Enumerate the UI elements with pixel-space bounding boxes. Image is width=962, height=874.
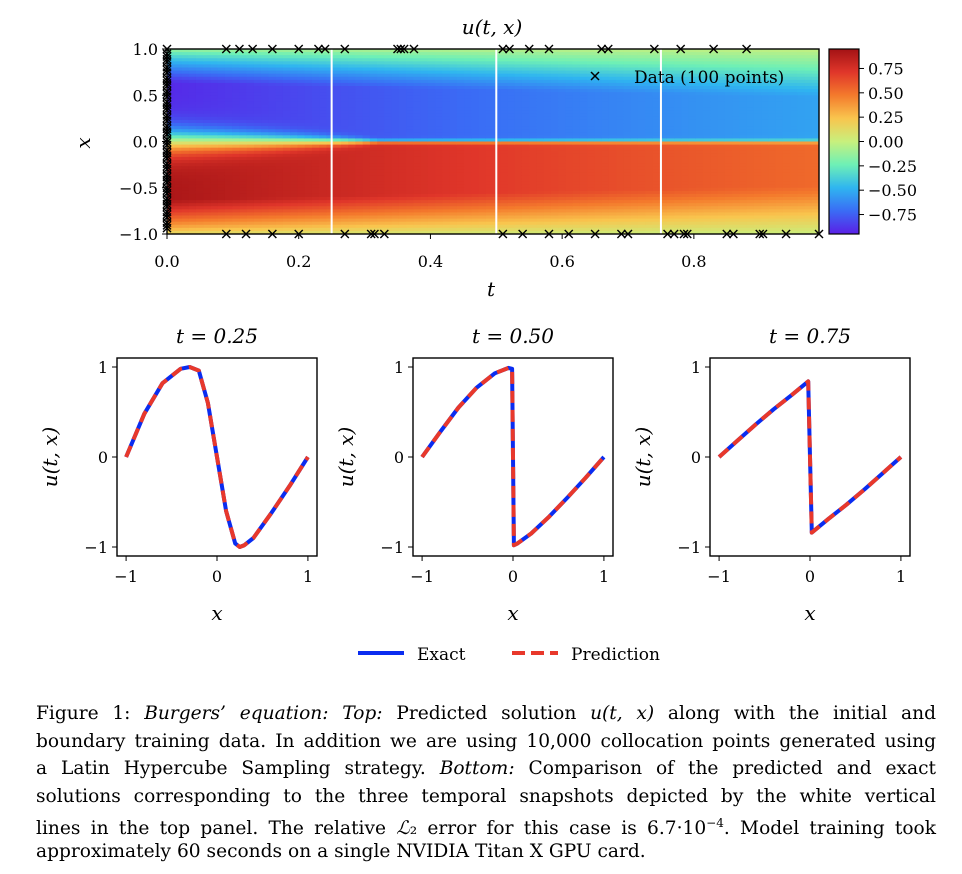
x-tick-label: −1 xyxy=(410,567,434,586)
panel-title: t = 0.50 xyxy=(472,324,554,348)
snapshot-lines xyxy=(330,49,662,234)
panel-y-label: u(t, x) xyxy=(631,427,655,488)
caption-segment: ℒ xyxy=(396,818,410,840)
heatmap-x-label: t xyxy=(487,277,496,301)
colorbar-tick-label: −0.50 xyxy=(868,181,917,200)
caption-line: approximately 60 seconds on a single NVI… xyxy=(36,838,936,866)
caption-segment: solutions corresponding to the three tem… xyxy=(36,785,936,807)
prediction-line xyxy=(717,379,903,535)
legend-exact-label: Exact xyxy=(417,645,466,665)
caption-line: a Latin Hypercube Sampling strategy. Bot… xyxy=(36,755,936,783)
caption-segment: approximately 60 seconds on a single NVI… xyxy=(36,840,646,862)
heatmap-y-ticks: 1.0 0.5 0.0 −0.5 −1.0 xyxy=(119,40,167,244)
heatmap-y-label: x xyxy=(71,137,95,148)
panel-x-label: x xyxy=(507,601,518,625)
panel-title: t = 0.25 xyxy=(176,324,258,348)
caption-segment: u(t, x) xyxy=(590,703,655,724)
x-tick-label: 0.6 xyxy=(549,252,574,271)
colorbar-tick-label: −0.25 xyxy=(868,157,917,176)
caption-line: solutions corresponding to the three tem… xyxy=(36,783,936,811)
caption-segment: Burgers’ equation: Top: xyxy=(144,703,383,724)
y-tick-label: −1 xyxy=(677,538,701,557)
heatmap-title: u(t, x) xyxy=(462,15,523,39)
figure: u(t, x) Data (100 points) 0.0 0.2 0.4 0.6 0.… xyxy=(38,15,917,665)
caption-segment: ₂ error for this case is 6.7·10 xyxy=(409,818,707,840)
colorbar-tick-label: 0.25 xyxy=(868,108,904,127)
panel-y-label: u(t, x) xyxy=(334,427,358,488)
x-tick-label: 1 xyxy=(599,567,609,586)
x-tick-label: 1 xyxy=(896,567,906,586)
y-tick-label: 1 xyxy=(394,358,404,377)
y-tick-label: −1 xyxy=(380,538,404,557)
legend-prediction-label: Prediction xyxy=(571,645,660,665)
prediction-line xyxy=(420,365,606,548)
x-tick-label: −1 xyxy=(707,567,731,586)
panel-t075: t = 0.75 −1 0 1 1 0 −1 x u(t, x) xyxy=(631,324,911,625)
panel-x-label: x xyxy=(211,601,222,625)
colorbar-tick-label: 0.75 xyxy=(868,59,904,78)
x-tick-label: 0 xyxy=(212,567,222,586)
caption-segment: Predicted solution xyxy=(382,703,591,724)
x-tick-label: 0.0 xyxy=(154,252,179,271)
caption-segment: Figure 1: xyxy=(36,703,145,724)
heatmap-legend: Data (100 points) xyxy=(590,68,784,88)
panel-t025: t = 0.25 −1 0 1 1 0 −1 x u(t, x) xyxy=(38,324,318,625)
y-tick-label: −0.5 xyxy=(119,179,158,198)
caption-line: boundary training data. In addition we a… xyxy=(36,728,936,756)
lines-legend: Exact Prediction xyxy=(358,645,660,665)
exact-line xyxy=(124,365,310,549)
caption-segment: −4 xyxy=(706,816,724,831)
caption-segment: Bottom: xyxy=(439,758,515,780)
y-tick-label: 1 xyxy=(691,358,701,377)
x-tick-label: 0 xyxy=(508,567,518,586)
x-tick-label: 0.4 xyxy=(418,252,443,271)
legend-data-label: Data (100 points) xyxy=(634,68,784,88)
y-tick-label: −1.0 xyxy=(119,225,158,244)
x-tick-label: 0 xyxy=(805,567,815,586)
colorbar-tick-label: 0.00 xyxy=(868,133,904,152)
y-tick-label: 0.5 xyxy=(133,86,158,105)
heatmap-x-ticks: 0.0 0.2 0.4 0.6 0.8 xyxy=(154,234,707,271)
figure-caption: Figure 1: Burgers’ equation: Top: Predic… xyxy=(36,700,936,866)
x-tick-label: 0.8 xyxy=(681,252,706,271)
legend-data-marker xyxy=(590,71,600,81)
panel-t050: t = 0.50 −1 0 1 1 0 −1 x u(t, x) xyxy=(334,324,614,625)
y-tick-label: −1 xyxy=(84,538,108,557)
panel-y-label: u(t, x) xyxy=(38,427,62,488)
caption-segment: . Model training took xyxy=(723,818,936,840)
colorbar xyxy=(828,48,860,235)
caption-line: Figure 1: Burgers’ equation: Top: Predic… xyxy=(36,700,936,728)
caption-segment: a Latin Hypercube Sampling strategy. xyxy=(36,758,440,780)
y-tick-label: 1 xyxy=(98,358,108,377)
caption-segment: Comparison of the predicted and exact xyxy=(514,758,936,780)
y-tick-label: 0 xyxy=(691,448,701,467)
colorbar-tick-label: −0.75 xyxy=(868,206,917,225)
caption-segment: boundary training data. In addition we a… xyxy=(36,730,936,752)
caption-line: lines in the top panel. The relative ℒ₂ … xyxy=(36,810,936,840)
y-tick-label: 0 xyxy=(98,448,108,467)
colorbar-ticks: 0.75 0.50 0.25 0.00 −0.25 −0.50 −0.75 xyxy=(859,59,917,225)
x-tick-label: 1 xyxy=(303,567,313,586)
panel-x-label: x xyxy=(804,601,815,625)
y-tick-label: 0 xyxy=(394,448,404,467)
colorbar-tick-label: 0.50 xyxy=(868,84,904,103)
heatmap-image xyxy=(167,49,819,234)
panel-title: t = 0.75 xyxy=(769,324,851,348)
caption-segment: lines in the top panel. The relative xyxy=(36,818,397,840)
x-tick-label: 0.2 xyxy=(286,252,311,271)
y-tick-label: 0.0 xyxy=(133,133,158,152)
y-tick-label: 1.0 xyxy=(133,40,158,59)
x-tick-label: −1 xyxy=(114,567,138,586)
caption-segment: along with the initial and xyxy=(654,703,936,724)
